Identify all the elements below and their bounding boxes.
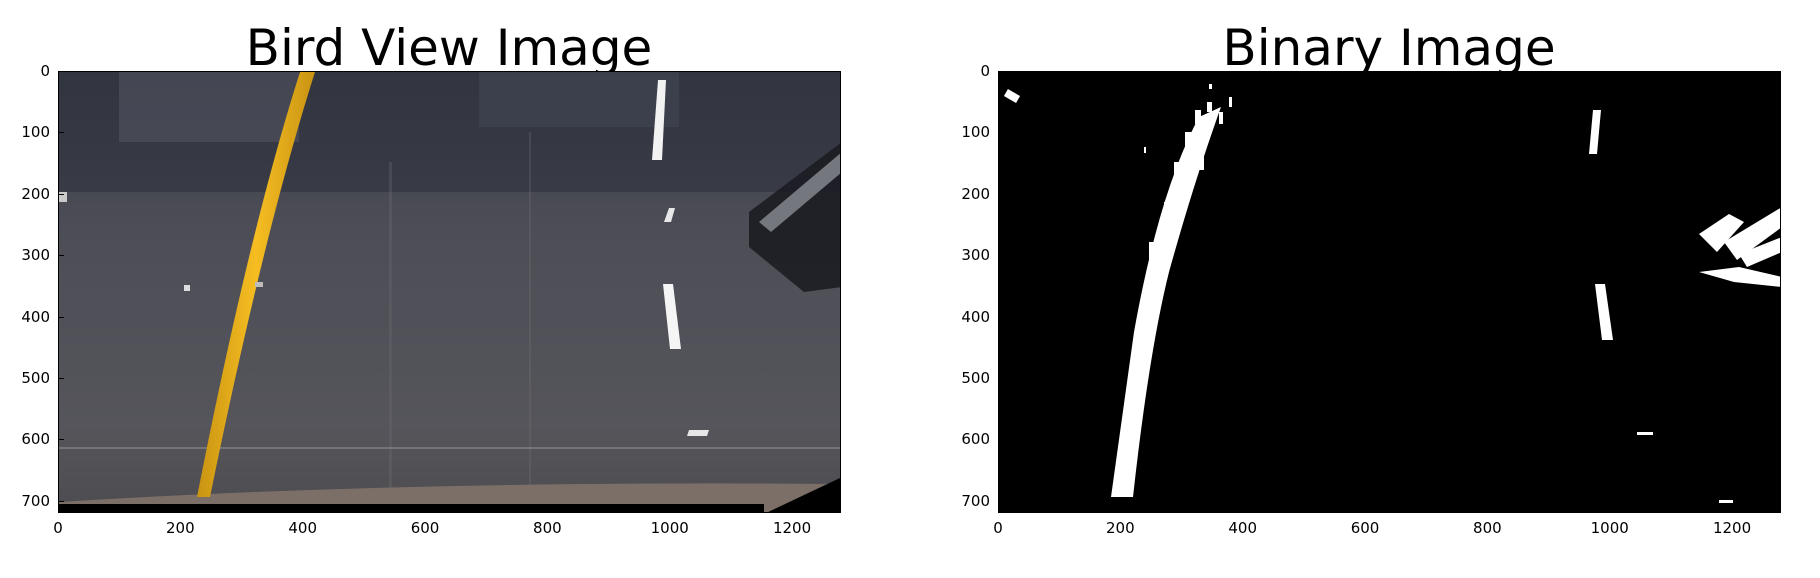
y-tick-mark xyxy=(998,132,1004,134)
x-tick-mark xyxy=(1120,507,1122,513)
x-tick-mark xyxy=(180,507,182,513)
bird-view-image xyxy=(58,71,841,513)
y-tick-label: 600 xyxy=(961,430,990,449)
y-tick-mark xyxy=(58,193,64,195)
y-tick-label: 200 xyxy=(961,184,990,203)
x-tick-mark xyxy=(1732,507,1734,513)
y-tick-mark xyxy=(58,500,64,502)
x-tick-label: 0 xyxy=(993,519,1003,537)
y-tick-label: 700 xyxy=(961,491,990,510)
x-tick-mark xyxy=(425,507,427,513)
x-tick-mark xyxy=(1487,507,1489,513)
x-tick-mark xyxy=(1609,507,1611,513)
binary-image xyxy=(998,71,1781,513)
x-tick-label: 0 xyxy=(53,519,63,537)
y-tick-mark xyxy=(58,255,64,257)
bird-view-road-illustration xyxy=(59,72,840,512)
x-tick-label: 200 xyxy=(1106,519,1135,537)
y-tick-label: 300 xyxy=(21,246,50,265)
y-tick-mark xyxy=(998,500,1004,502)
bird-view-title: Bird View Image xyxy=(245,19,653,77)
y-tick-label: 400 xyxy=(961,307,990,326)
y-tick-label: 300 xyxy=(961,246,990,265)
x-tick-label: 1000 xyxy=(1590,519,1629,537)
x-tick-label: 800 xyxy=(533,519,562,537)
x-tick-label: 600 xyxy=(410,519,440,537)
binary-title: Binary Image xyxy=(1222,19,1556,77)
x-tick-mark xyxy=(302,507,304,513)
y-tick-mark xyxy=(998,439,1004,441)
x-tick-mark xyxy=(1242,507,1244,513)
y-tick-label: 500 xyxy=(21,368,50,387)
y-tick-label: 0 xyxy=(980,62,990,80)
x-tick-mark xyxy=(547,507,549,513)
y-tick-mark xyxy=(58,71,64,72)
x-tick-label: 1000 xyxy=(650,519,689,537)
x-tick-label: 1200 xyxy=(772,519,812,537)
x-tick-label: 400 xyxy=(288,519,317,537)
y-tick-label: 100 xyxy=(21,123,50,142)
y-tick-mark xyxy=(58,377,64,379)
x-tick-mark xyxy=(58,507,59,513)
x-tick-label: 800 xyxy=(1473,519,1502,537)
y-tick-mark xyxy=(998,377,1004,379)
x-tick-label: 200 xyxy=(166,519,195,537)
x-tick-label: 600 xyxy=(1350,519,1380,537)
x-tick-label: 1200 xyxy=(1712,519,1752,537)
y-tick-label: 600 xyxy=(21,430,50,449)
y-tick-label: 500 xyxy=(961,368,990,387)
y-tick-mark xyxy=(998,316,1004,318)
y-tick-mark xyxy=(58,316,64,318)
y-tick-label: 700 xyxy=(21,491,50,510)
y-tick-label: 100 xyxy=(961,123,990,142)
y-tick-mark xyxy=(998,71,1004,72)
x-tick-mark xyxy=(998,507,999,513)
x-tick-mark xyxy=(669,507,671,513)
y-tick-label: 0 xyxy=(40,62,50,80)
x-tick-mark xyxy=(1365,507,1367,513)
x-tick-mark xyxy=(792,507,794,513)
y-tick-mark xyxy=(998,193,1004,195)
y-tick-label: 400 xyxy=(21,307,50,326)
y-tick-label: 200 xyxy=(21,184,50,203)
binary-lane-illustration xyxy=(999,72,1780,512)
y-tick-mark xyxy=(58,132,64,134)
y-tick-mark xyxy=(58,439,64,441)
x-tick-label: 400 xyxy=(1228,519,1257,537)
y-tick-mark xyxy=(998,255,1004,257)
